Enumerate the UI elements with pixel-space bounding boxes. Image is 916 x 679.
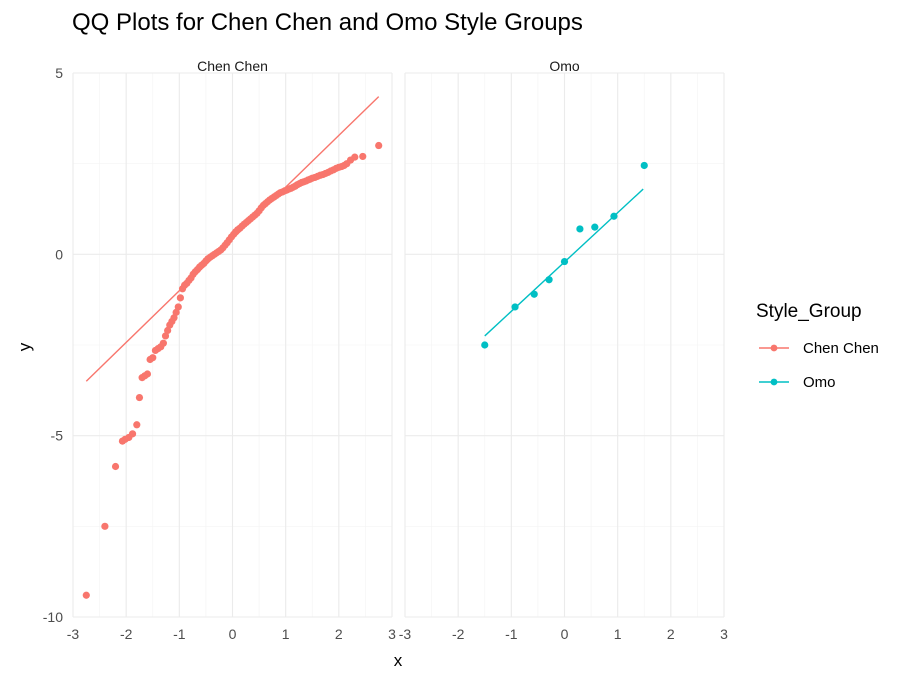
data-point bbox=[351, 153, 359, 161]
data-point bbox=[591, 223, 599, 231]
data-point bbox=[511, 303, 519, 311]
legend-title: Style_Group bbox=[756, 301, 862, 322]
data-point bbox=[640, 161, 648, 170]
y-tick-label: -10 bbox=[43, 609, 63, 625]
legend-item-omo: Omo bbox=[759, 374, 836, 391]
data-point bbox=[82, 591, 90, 599]
x-tick-label: -1 bbox=[505, 626, 518, 642]
data-point bbox=[149, 354, 157, 362]
x-tick-label: 1 bbox=[282, 626, 290, 642]
legend-point-key bbox=[770, 378, 778, 386]
legend-label: Omo bbox=[803, 374, 836, 391]
data-point bbox=[530, 290, 538, 298]
data-point bbox=[111, 462, 120, 471]
data-point bbox=[161, 332, 170, 340]
x-tick-label: -1 bbox=[173, 626, 186, 642]
x-tick-label: 2 bbox=[667, 626, 675, 642]
data-point bbox=[133, 421, 141, 429]
data-point bbox=[481, 341, 489, 349]
x-tick-label: 0 bbox=[561, 626, 569, 642]
data-point bbox=[359, 152, 367, 161]
data-point bbox=[128, 430, 137, 438]
x-tick-label: -2 bbox=[452, 626, 465, 642]
x-tick-label: 3 bbox=[720, 626, 728, 642]
data-point bbox=[560, 257, 569, 266]
y-tick-label: 5 bbox=[55, 65, 63, 81]
x-tick-label: -3 bbox=[399, 626, 412, 642]
data-point bbox=[135, 393, 144, 402]
data-point bbox=[176, 294, 184, 302]
x-tick-label: 0 bbox=[229, 626, 237, 642]
data-point bbox=[375, 141, 383, 150]
strip-label: Omo bbox=[549, 58, 580, 74]
data-point bbox=[174, 303, 182, 311]
panel-chen-chen: Chen Chen -3 -2 -1 0 1 2 3 bbox=[67, 58, 396, 642]
legend-label: Chen Chen bbox=[803, 340, 879, 357]
panel-omo: Omo -3 -2 -1 0 1 2 3 bbox=[399, 58, 728, 642]
y-tick-label: 0 bbox=[55, 246, 63, 262]
data-point bbox=[610, 212, 618, 220]
data-point bbox=[172, 308, 180, 316]
strip-label: Chen Chen bbox=[197, 58, 268, 74]
data-point bbox=[143, 370, 152, 378]
y-axis-label: y bbox=[15, 342, 34, 351]
legend-item-chen-chen: Chen Chen bbox=[759, 340, 879, 357]
data-point bbox=[164, 326, 172, 335]
chart-title: QQ Plots for Chen Chen and Omo Style Gro… bbox=[72, 9, 583, 36]
x-tick-label: 1 bbox=[614, 626, 622, 642]
legend-point-key bbox=[770, 344, 778, 352]
data-point bbox=[101, 522, 109, 530]
legend: Style_Group Chen Chen Omo bbox=[756, 301, 879, 391]
y-tick-label: -5 bbox=[51, 428, 64, 444]
x-axis-label: x bbox=[394, 651, 403, 670]
x-tick-label: -2 bbox=[120, 626, 133, 642]
x-tick-label: 2 bbox=[335, 626, 343, 642]
x-tick-label: 3 bbox=[388, 626, 396, 642]
data-point bbox=[159, 339, 167, 347]
data-point bbox=[170, 314, 178, 322]
data-point bbox=[576, 225, 584, 233]
x-tick-label: -3 bbox=[67, 626, 80, 642]
data-point bbox=[545, 276, 553, 284]
